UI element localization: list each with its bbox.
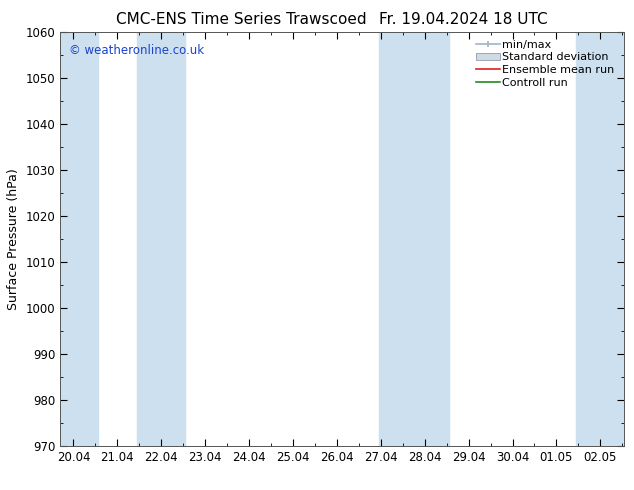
Bar <box>137 32 185 446</box>
Text: Fr. 19.04.2024 18 UTC: Fr. 19.04.2024 18 UTC <box>378 12 547 27</box>
Bar <box>60 32 98 446</box>
Bar <box>378 32 449 446</box>
Bar <box>576 32 624 446</box>
Text: CMC-ENS Time Series Trawscoed: CMC-ENS Time Series Trawscoed <box>115 12 366 27</box>
Legend: min/max, Standard deviation, Ensemble mean run, Controll run: min/max, Standard deviation, Ensemble me… <box>474 37 619 90</box>
Y-axis label: Surface Pressure (hPa): Surface Pressure (hPa) <box>7 168 20 310</box>
Text: © weatheronline.co.uk: © weatheronline.co.uk <box>68 44 204 57</box>
